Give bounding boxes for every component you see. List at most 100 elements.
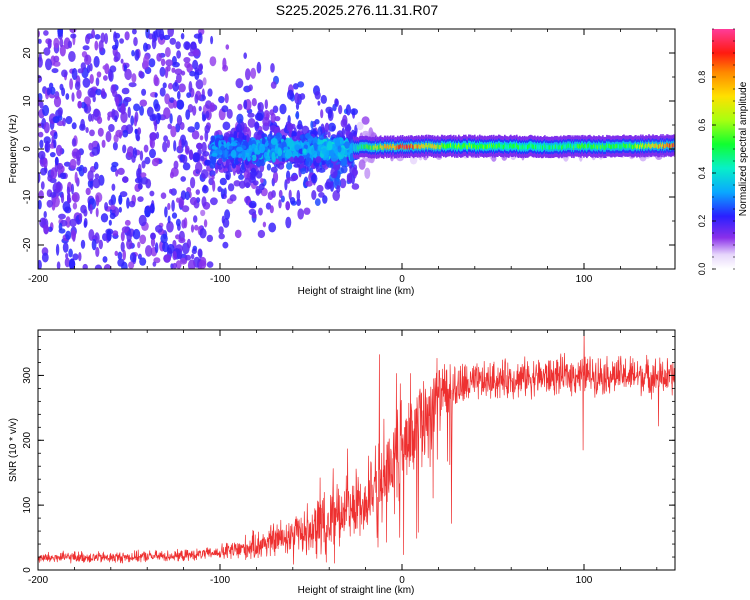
snr-frame (37, 329, 676, 571)
carrier-cell (416, 145, 419, 150)
spectrogram-cell (89, 63, 93, 72)
carrier-cell (414, 144, 417, 149)
spectrogram-cell (91, 146, 100, 156)
spectrogram-cell (174, 68, 183, 75)
spectrogram-cell (68, 51, 76, 62)
spectrogram-cell (165, 59, 173, 67)
carrier-cell (378, 144, 381, 149)
carrier-cell (634, 143, 636, 149)
carrier-cell (484, 144, 486, 149)
spectrogram-cell (301, 125, 310, 135)
carrier-cell (637, 144, 639, 149)
carrier-cell (533, 144, 535, 149)
carrier-cell (507, 144, 509, 149)
spectrogram-cell (212, 180, 216, 192)
spectrogram-cell (195, 79, 204, 90)
carrier-cell (503, 144, 505, 150)
spectrogram-cell (295, 102, 300, 110)
carrier-cell (399, 143, 402, 148)
spectrogram-cell (337, 145, 342, 153)
spectrogram-cell (254, 112, 263, 121)
spectrogram-cell (178, 237, 186, 244)
spectrogram-cell (267, 191, 274, 201)
spectrogram-cell (138, 70, 144, 78)
spectrogram-cell (93, 161, 99, 170)
spectrogram-cell (85, 187, 91, 196)
spectrogram-cell (122, 144, 127, 154)
spectrogram-cell (169, 37, 177, 45)
spectrogram-cell (184, 145, 190, 155)
spectrogram-cell (40, 167, 47, 176)
carrier-cell (354, 145, 357, 150)
spectrogram-cell (254, 122, 260, 129)
spectrogram-cell (71, 138, 77, 147)
carrier-cell (439, 145, 442, 150)
spectrogram-cell (248, 84, 253, 91)
spectrogram-cell (128, 261, 135, 269)
spectrogram-cell (164, 93, 171, 105)
spectrogram-cell (131, 155, 136, 163)
spectrogram-cell (89, 74, 94, 84)
spectrogram-cell (89, 129, 95, 137)
spectrogram-cell (61, 87, 66, 97)
carrier-cell (436, 143, 439, 148)
spectrogram-cell (175, 260, 182, 269)
carrier-cell (521, 145, 523, 150)
spectrogram-cell (181, 205, 190, 213)
spectrogram-cell (173, 160, 179, 169)
carrier-cell (359, 144, 362, 149)
spectrogram-cell (140, 172, 147, 178)
carrier-cell (508, 145, 510, 150)
carrier-cell (485, 144, 487, 149)
spectrogram-cell (43, 211, 47, 218)
spectrogram-cell (201, 185, 209, 194)
spectrogram-cell (112, 230, 119, 237)
carrier-cell (432, 145, 435, 150)
spectrogram-cell (345, 104, 351, 116)
spectrogram-cell (91, 29, 96, 39)
carrier-cell (606, 143, 608, 148)
spectrogram-cell (155, 225, 163, 233)
y-tick-label: 0 (22, 146, 33, 152)
spectrogram-x-ticks: -200 -100 0 100 (28, 29, 658, 285)
carrier-cell (652, 142, 654, 147)
spectrogram-cell (180, 70, 186, 76)
spectrogram-cell (339, 178, 347, 189)
spectrogram-cell (172, 250, 177, 261)
carrier-cell (473, 144, 475, 149)
spectrogram-cell (69, 78, 73, 90)
spectrogram-cell (175, 218, 181, 227)
spectrogram-cell (127, 106, 131, 119)
spectrogram-cell (74, 171, 78, 184)
spectrogram-cell (88, 142, 93, 151)
carrier-cell (352, 144, 355, 150)
spectrogram-cell (89, 204, 93, 215)
carrier-cell (530, 143, 532, 148)
spectrogram-cell (211, 174, 215, 180)
spectrogram-cell (109, 65, 117, 73)
carrier-cell (357, 146, 360, 151)
carrier-cell (408, 145, 411, 150)
carrier-cell (461, 144, 463, 150)
spectrogram-cell (160, 192, 167, 199)
carrier-cell (370, 145, 373, 151)
spectrogram-cell (60, 193, 65, 204)
spectrogram-cell (280, 195, 285, 203)
spectrogram-cell (71, 229, 76, 241)
carrier-cell (514, 143, 516, 148)
carrier-cell (355, 146, 358, 151)
spectrogram-cell (310, 120, 314, 129)
spectrogram-cell (171, 55, 177, 66)
spectrogram-cell (218, 226, 224, 235)
spectrogram-cell (175, 41, 181, 50)
carrier-cell (529, 143, 531, 148)
carrier-cell (598, 143, 600, 148)
carrier-cell (668, 143, 670, 149)
carrier-cell (457, 145, 459, 150)
carrier-cell (536, 145, 538, 150)
spectrogram-cell (269, 205, 274, 214)
spectrogram-cell (192, 49, 200, 57)
carrier-cell (623, 142, 625, 148)
carrier-cell (590, 144, 592, 149)
carrier-cell (410, 143, 413, 148)
